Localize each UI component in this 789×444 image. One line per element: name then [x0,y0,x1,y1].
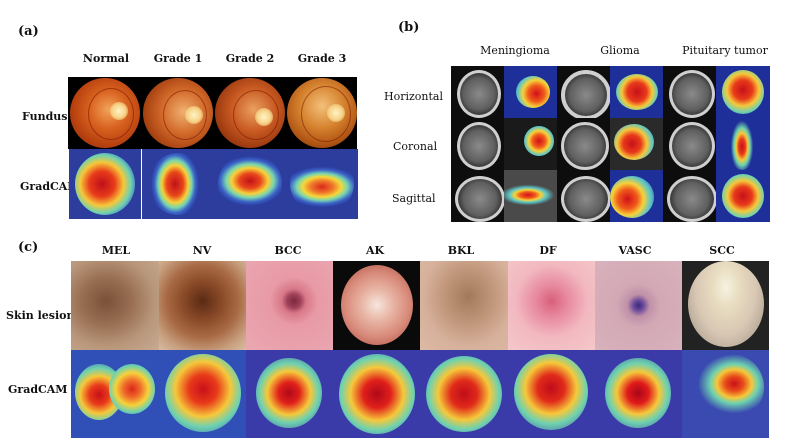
panel-c-col-nv: NV [192,244,212,257]
mri-cam-pituitary-coronal [716,118,770,170]
panel-c-col-bcc: BCC [274,244,302,257]
mri-meningioma-sagittal [451,170,504,222]
panel-a-col-grade3: Grade 3 [297,52,347,65]
panel-b-row-coronal: Coronal [393,140,438,153]
skin-image-bcc [246,261,333,350]
panel-c-col-scc: SCC [709,244,735,257]
skin-image-vasc [595,261,682,350]
fundus-image-grade2 [215,78,285,148]
panel-c-col-bkl: BKL [447,244,475,257]
mri-cam-glioma-sagittal [610,170,663,222]
panel-b-col-meningioma: Meningioma [480,44,550,57]
fundus-gradcam-grade1 [142,149,214,219]
skin-gradcam-nv [159,350,246,438]
panel-a-col-grade2: Grade 2 [225,52,275,65]
mri-meningioma-horizontal [451,66,504,118]
skin-image-ak [333,261,420,350]
skin-gradcam-df [508,350,595,438]
skin-image-bkl [420,261,508,350]
panel-a-col-grade1: Grade 1 [153,52,203,65]
mri-pituitary-coronal [663,118,716,170]
panel-a-col-normal: Normal [82,52,130,65]
fundus-gradcam-grade3 [286,149,358,219]
mri-meningioma-coronal [451,118,504,170]
mri-glioma-sagittal [557,170,610,222]
mri-cam-meningioma-horizontal [504,66,557,118]
mri-cam-pituitary-sagittal [716,170,770,222]
skin-gradcam-bcc [246,350,333,438]
panel-c-col-vasc: VASC [618,244,652,257]
fundus-image-grade3 [287,78,357,148]
panel-c-col-ak: AK [365,244,385,257]
skin-image-scc [682,261,769,350]
panel-b-col-glioma: Glioma [600,44,640,57]
mri-cam-meningioma-sagittal [504,170,557,222]
panel-a-label: (a) [18,24,39,39]
skin-gradcam-bkl [420,350,508,438]
skin-image-nv [159,261,246,350]
panel-c-col-df: DF [539,244,557,257]
panel-a-row-gradcam: GradCAM [20,180,80,193]
skin-image-df [508,261,595,350]
panel-b-row-horizontal: Horizontal [384,90,443,103]
skin-gradcam-mel [71,350,159,438]
mri-glioma-horizontal [557,66,610,118]
mri-cam-glioma-coronal [610,118,663,170]
skin-gradcam-ak [333,350,420,438]
panel-b-label: (b) [398,20,420,35]
mri-pituitary-horizontal [663,66,716,118]
panel-c-row-gradcam: GradCAM [8,383,68,396]
skin-gradcam-vasc [595,350,682,438]
skin-gradcam-scc [682,350,769,438]
panel-c-label: (c) [18,240,39,255]
mri-cam-pituitary-horizontal [716,66,770,118]
fundus-gradcam-normal [69,149,141,219]
panel-b-row-sagittal: Sagittal [392,192,436,205]
mri-pituitary-sagittal [663,170,716,222]
fundus-image-grade1 [143,78,213,148]
panel-c-col-mel: MEL [101,244,131,257]
mri-cam-meningioma-coronal [504,118,557,170]
mri-glioma-coronal [557,118,610,170]
panel-a-row-fundus: Fundus [22,110,68,123]
fundus-image-normal [70,78,140,148]
fundus-gradcam-grade2 [214,149,286,219]
mri-cam-glioma-horizontal [610,66,663,118]
panel-c-row-skin-lesion: Skin lesion [6,309,75,322]
skin-image-mel [71,261,159,350]
panel-b-col-pituitary: Pituitary tumor [682,44,768,57]
